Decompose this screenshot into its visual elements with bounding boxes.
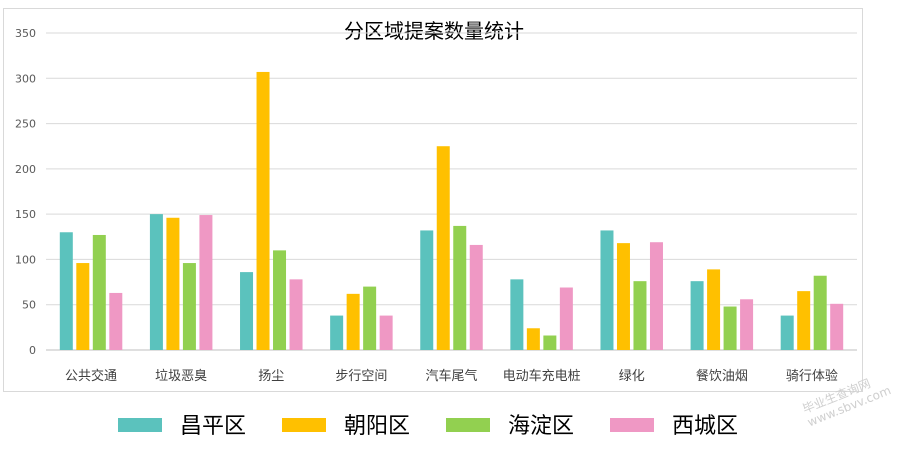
bar-昌平区-骑行体验 — [780, 315, 794, 350]
bar-海淀区-垃圾恶臭 — [182, 263, 196, 350]
legend-swatch-朝阳区 — [282, 418, 326, 432]
bar-海淀区-骑行体验 — [813, 275, 827, 350]
y-tick-label: 50 — [22, 299, 36, 312]
legend-label: 西城区 — [672, 414, 738, 439]
bar-朝阳区-汽车尾气 — [436, 146, 450, 350]
x-category-label: 步行空间 — [335, 369, 387, 384]
bar-海淀区-扬尘 — [273, 250, 287, 350]
legend-label: 海淀区 — [508, 414, 574, 439]
bar-朝阳区-绿化 — [616, 243, 630, 350]
y-tick-label: 100 — [15, 253, 36, 266]
bar-西城区-扬尘 — [289, 279, 303, 350]
chart-title: 分区域提案数量统计 — [344, 19, 524, 43]
bar-西城区-步行空间 — [379, 315, 393, 350]
bar-海淀区-餐饮油烟 — [723, 306, 737, 350]
y-tick-label: 150 — [15, 208, 36, 221]
bar-昌平区-绿化 — [600, 230, 614, 350]
x-category-label: 绿化 — [619, 369, 645, 384]
bar-昌平区-餐饮油烟 — [690, 281, 704, 350]
bar-海淀区-电动车充电桩 — [543, 335, 557, 350]
x-category-label: 骑行体验 — [786, 368, 838, 384]
bar-西城区-餐饮油烟 — [740, 299, 754, 350]
axis-labels: 0 50 100 150 200 250 300 350 公共交通 垃圾恶臭 扬尘 步行空间 汽车尾气 电… — [15, 27, 838, 384]
legend-swatch-海淀区 — [446, 418, 490, 432]
bar-西城区-电动车充电桩 — [559, 287, 573, 350]
bar-朝阳区-骑行体验 — [797, 291, 811, 350]
bar-朝阳区-扬尘 — [256, 71, 270, 351]
bar-昌平区-扬尘 — [240, 272, 254, 350]
y-tick-label: 350 — [15, 27, 36, 40]
bar-朝阳区-公共交通 — [76, 263, 90, 350]
legend-swatch-西城区 — [610, 418, 654, 432]
y-tick-label: 0 — [29, 344, 36, 357]
bar-昌平区-电动车充电桩 — [510, 279, 524, 350]
bar-昌平区-公共交通 — [59, 232, 73, 350]
x-category-label: 餐饮油烟 — [696, 368, 748, 384]
bar-海淀区-公共交通 — [92, 234, 106, 350]
x-category-label: 公共交通 — [65, 368, 117, 384]
y-tick-label: 300 — [15, 72, 36, 85]
bar-西城区-公共交通 — [109, 292, 123, 350]
legend-label: 朝阳区 — [344, 414, 410, 439]
x-category-label: 扬尘 — [258, 369, 284, 384]
bar-海淀区-汽车尾气 — [453, 225, 467, 350]
bar-海淀区-步行空间 — [363, 286, 377, 350]
x-category-label: 汽车尾气 — [425, 368, 477, 384]
bar-西城区-绿化 — [649, 242, 663, 350]
legend-swatch-昌平区 — [118, 418, 162, 432]
bar-西城区-汽车尾气 — [469, 244, 483, 350]
y-tick-label: 200 — [15, 163, 36, 176]
bar-朝阳区-垃圾恶臭 — [166, 217, 180, 350]
x-category-label: 垃圾恶臭 — [155, 369, 207, 384]
bar-朝阳区-餐饮油烟 — [707, 269, 721, 350]
y-tick-label: 250 — [15, 118, 36, 131]
bar-昌平区-汽车尾气 — [420, 230, 434, 350]
bars — [59, 71, 844, 351]
bar-昌平区-垃圾恶臭 — [149, 214, 163, 350]
bar-昌平区-步行空间 — [330, 315, 344, 350]
bar-西城区-骑行体验 — [830, 303, 844, 350]
gridlines — [46, 32, 857, 351]
bar-西城区-垃圾恶臭 — [199, 215, 213, 350]
bar-朝阳区-步行空间 — [346, 293, 360, 350]
legend-label: 昌平区 — [180, 414, 246, 439]
x-category-label: 电动车充电桩 — [503, 368, 581, 384]
bar-海淀区-绿化 — [633, 281, 647, 350]
legend: 昌平区 朝阳区 海淀区 西城区 — [118, 414, 738, 439]
bar-朝阳区-电动车充电桩 — [526, 328, 540, 350]
